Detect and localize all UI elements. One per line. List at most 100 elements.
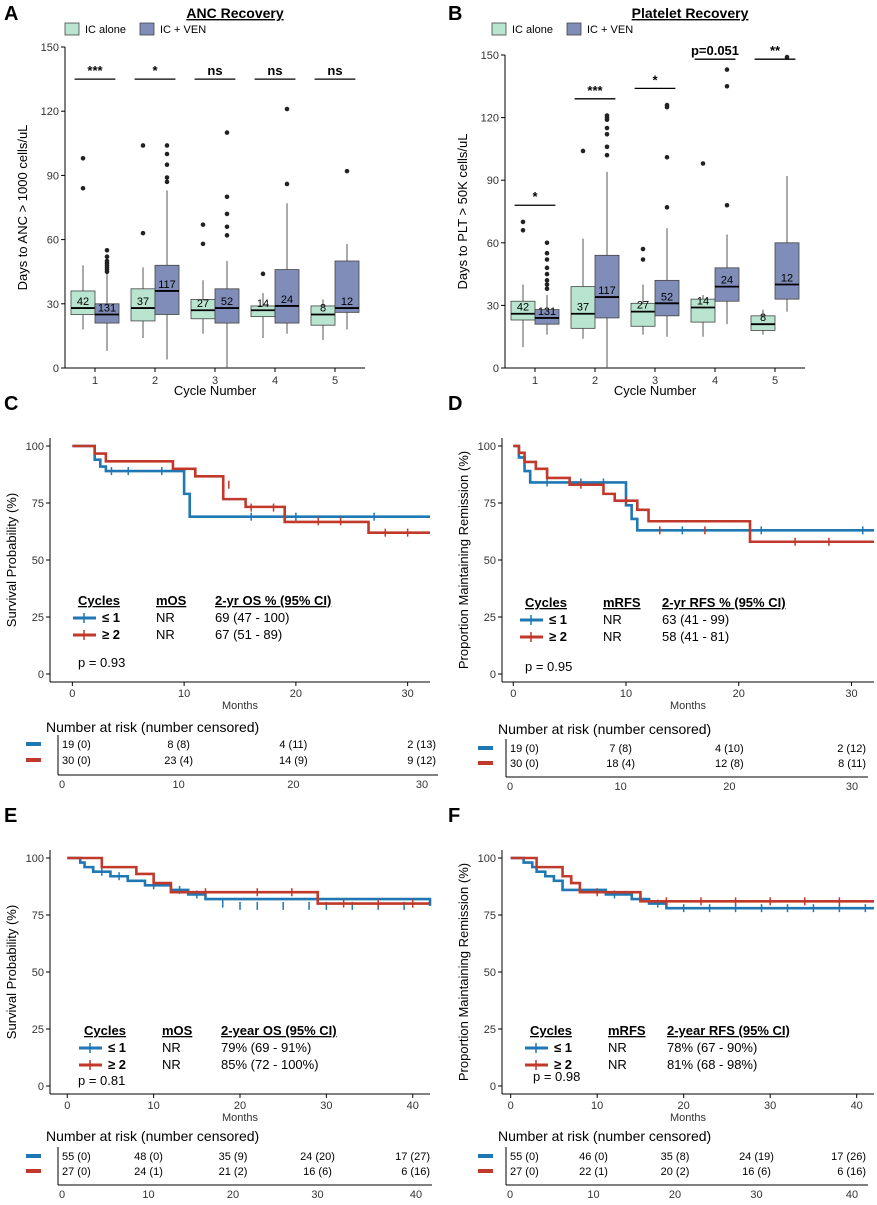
risk-x-tick-label: 30 xyxy=(416,779,428,791)
group-n-label: 8 xyxy=(760,312,766,324)
outlier-point xyxy=(224,194,230,200)
outlier-point xyxy=(520,227,526,233)
risk-x-tick-label: 10 xyxy=(142,1189,154,1200)
x-tick-label: 4 xyxy=(272,375,278,387)
risk-count: 2 (12) xyxy=(837,743,866,755)
panel-label: E xyxy=(4,805,17,827)
y-axis-label: Proportion Maintaining Remission (%) xyxy=(456,863,471,1081)
outlier-point xyxy=(164,179,170,185)
table-header: 2-year RFS (95% CI) xyxy=(667,1023,790,1038)
km-curve xyxy=(72,444,430,518)
panel-label: F xyxy=(448,805,460,827)
y-axis-label: Proportion Maintaining Remission (%) xyxy=(456,451,471,669)
table-row-label: ≤ 1 xyxy=(102,610,120,625)
table-row-median: NR xyxy=(608,1040,627,1055)
x-axis-label: Months xyxy=(670,700,707,712)
y-tick-label: 0 xyxy=(38,669,44,681)
table-row-median: NR xyxy=(156,627,175,642)
outlier-point xyxy=(724,67,730,72)
km-series-ge2 xyxy=(72,444,430,537)
outlier-point xyxy=(544,271,550,277)
group-n-label: 27 xyxy=(197,298,209,310)
significance-label: * xyxy=(532,189,538,204)
risk-count: 27 (0) xyxy=(510,1166,539,1178)
y-axis-label: Days to PLT > 50K cells/uL xyxy=(455,134,470,290)
box-ven-cycle-1: 131 xyxy=(534,240,560,335)
y-tick-label: 0 xyxy=(493,363,499,375)
significance-label: * xyxy=(152,63,158,78)
risk-count: 55 (0) xyxy=(510,1151,539,1163)
table-row-median: NR xyxy=(162,1057,181,1072)
group-n-label: 27 xyxy=(637,300,649,312)
outlier-point xyxy=(520,219,526,225)
table-header: mRFS xyxy=(603,595,641,610)
risk-x-tick-label: 30 xyxy=(846,781,858,793)
table-header: Cycles xyxy=(525,595,567,610)
y-tick-label: 30 xyxy=(47,299,59,311)
risk-count: 7 (8) xyxy=(609,743,632,755)
p-value: p = 0.81 xyxy=(78,1073,125,1088)
x-tick-label: 20 xyxy=(234,1100,246,1112)
chart-title: Platelet Recovery xyxy=(632,5,749,21)
box-iqr xyxy=(310,305,336,326)
table-row-ci: 67 (51 - 89) xyxy=(215,627,282,642)
outlier-point xyxy=(224,211,230,217)
panel-label: D xyxy=(448,393,462,415)
outlier-point xyxy=(104,248,110,253)
outlier-point xyxy=(164,143,170,148)
risk-x-tick-label: 20 xyxy=(287,779,299,791)
table-row-ci: 69 (47 - 100) xyxy=(215,610,289,625)
outlier-point xyxy=(164,162,170,167)
x-tick-label: 5 xyxy=(332,375,338,387)
x-axis-label: Cycle Number xyxy=(614,383,697,398)
y-tick-label: 50 xyxy=(32,555,44,567)
y-axis-label: Survival Probability (%) xyxy=(4,905,19,1039)
x-tick-label: 5 xyxy=(772,375,778,387)
km-series-ge2 xyxy=(510,856,874,906)
outlier-point xyxy=(544,282,550,287)
km-curve xyxy=(67,856,432,906)
risk-count: 16 (6) xyxy=(303,1166,332,1178)
risk-count: 24 (1) xyxy=(134,1166,163,1178)
chart-title: ANC Recovery xyxy=(186,5,283,21)
group-n-label: 42 xyxy=(517,302,529,314)
risk-count: 8 (11) xyxy=(838,758,866,770)
y-tick-label: 60 xyxy=(487,238,499,250)
group-n-label: 131 xyxy=(98,303,116,315)
outlier-point xyxy=(284,106,290,112)
table-row-ci: 79% (69 - 91%) xyxy=(221,1040,311,1055)
box-ven-cycle-5: 12 xyxy=(774,54,800,312)
y-tick-label: 120 xyxy=(41,106,59,118)
risk-x-tick-label: 30 xyxy=(750,1189,762,1200)
x-tick-label: 30 xyxy=(402,688,414,700)
significance-label: ns xyxy=(327,63,342,78)
group-n-label: 52 xyxy=(221,296,233,308)
y-tick-label: 25 xyxy=(32,1024,44,1036)
table-row-label: ≤ 1 xyxy=(554,1040,572,1055)
outlier-point xyxy=(164,151,170,157)
box-ic-cycle-4: 14 xyxy=(690,161,716,337)
y-tick-label: 120 xyxy=(481,113,499,125)
risk-count: 16 (6) xyxy=(742,1166,771,1178)
x-axis-label: Months xyxy=(670,1112,707,1124)
risk-x-tick-label: 40 xyxy=(846,1189,858,1200)
outlier-point xyxy=(224,224,230,230)
y-tick-label: 75 xyxy=(32,910,44,922)
km-curve xyxy=(67,856,430,905)
box-ven-cycle-3: 52 xyxy=(654,102,680,337)
box-ic-cycle-2: 37 xyxy=(570,148,596,339)
box-ic-cycle-2: 37 xyxy=(130,143,156,339)
significance-label: *** xyxy=(87,63,103,78)
risk-table-title: Number at risk (number censored) xyxy=(498,1128,711,1144)
table-header: Cycles xyxy=(530,1023,572,1038)
table-row-label: ≥ 2 xyxy=(554,1057,572,1072)
significance-label: * xyxy=(652,72,658,87)
group-n-label: 12 xyxy=(781,273,793,285)
x-tick-label: 0 xyxy=(510,688,516,700)
risk-count: 8 (8) xyxy=(167,739,190,751)
y-tick-label: 50 xyxy=(32,967,44,979)
panel-a: A ANC Recovery IC alone IC + VEN 0 30 60 90 120 1… xyxy=(4,3,365,398)
table-row-ci: 81% (68 - 98%) xyxy=(667,1057,757,1072)
box-ic-cycle-5: 8 xyxy=(310,299,336,341)
outlier-point xyxy=(544,250,550,256)
